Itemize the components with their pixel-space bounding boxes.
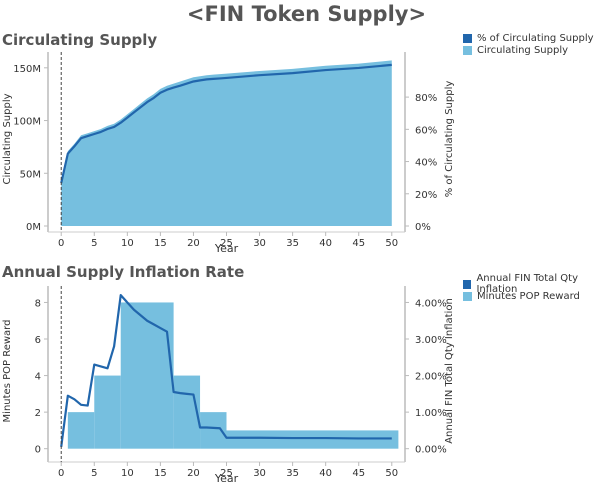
legend-inflation: Annual FIN Total Qty Inflation Minutes P…: [463, 273, 613, 302]
y-right-tick-label: 3.00%: [415, 335, 447, 346]
x-tick-label: 5: [91, 468, 97, 479]
y-axis-label: Circulating Supply: [2, 93, 13, 184]
x-tick-label: 10: [121, 238, 134, 249]
x-tick-label: 10: [121, 468, 134, 479]
legend-circulating: % of Circulating Supply Circulating Supp…: [463, 32, 594, 56]
circulating-supply-title: Circulating Supply: [2, 31, 158, 49]
legend-label: Minutes POP Reward: [477, 290, 580, 302]
y-axis-right-label: % of Circulating Supply: [444, 81, 455, 198]
y-tick-label: 6: [35, 335, 41, 346]
x-tick-label: 20: [187, 468, 200, 479]
y-right-tick-label: 60%: [415, 125, 437, 136]
bar: [173, 375, 201, 449]
x-tick-label: 35: [286, 238, 299, 249]
x-tick-label: 35: [286, 468, 299, 479]
y-right-tick-label: 0%: [415, 222, 431, 233]
x-tick-label: 45: [352, 468, 365, 479]
inflation-rate-title: Annual Supply Inflation Rate: [2, 263, 245, 281]
y-axis-label: Minutes POP Reward: [2, 320, 13, 423]
x-tick-label: 30: [253, 238, 266, 249]
y-right-tick-label: 40%: [415, 158, 437, 169]
bar: [226, 430, 399, 449]
y-right-tick-label: 2.00%: [415, 372, 447, 383]
y-tick-label: 0M: [26, 222, 41, 233]
y-tick-label: 0: [35, 445, 41, 456]
x-tick-label: 45: [352, 238, 365, 249]
x-tick-label: 5: [91, 238, 97, 249]
legend-label: Annual FIN Total Qty Inflation: [476, 273, 578, 295]
y-tick-label: 50M: [20, 169, 41, 180]
x-tick-label: 25: [220, 468, 233, 479]
y-tick-label: 8: [35, 298, 41, 309]
x-tick-label: 0: [58, 238, 64, 249]
legend-label: Circulating Supply: [477, 44, 569, 56]
bar: [120, 302, 174, 449]
bar: [67, 412, 95, 449]
legend-item: % of Circulating Supply: [463, 32, 594, 44]
series-line: [60, 294, 392, 448]
y-right-tick-label: 0.00%: [415, 445, 447, 456]
y-tick-label: 4: [35, 372, 41, 383]
x-tick-label: 40: [319, 468, 332, 479]
x-tick-label: 50: [385, 238, 398, 249]
x-tick-label: 30: [253, 468, 266, 479]
legend-item: Circulating Supply: [463, 44, 594, 56]
y-tick-label: 100M: [13, 117, 41, 128]
series-area: [61, 60, 392, 226]
x-axis-label: Year: [214, 242, 239, 255]
series-line: [60, 63, 392, 184]
y-axis-right-label: Annual FIN Total Qty Inflation: [444, 298, 455, 444]
legend-swatch: [463, 33, 472, 43]
x-tick-label: 25: [220, 238, 233, 249]
y-tick-label: 150M: [13, 64, 41, 75]
x-tick-label: 20: [187, 238, 200, 249]
x-axis-label: Year: [214, 472, 239, 485]
y-tick-label: 2: [35, 408, 41, 419]
legend-swatch: [463, 291, 472, 301]
y-right-tick-label: 80%: [415, 93, 437, 104]
bar: [94, 375, 121, 449]
y-right-tick-label: 1.00%: [415, 408, 447, 419]
y-right-tick-label: 4.00%: [415, 298, 447, 309]
x-tick-label: 15: [154, 468, 167, 479]
legend-item: Annual FIN Total Qty Inflation: [463, 273, 613, 295]
legend-item: Minutes POP Reward: [463, 290, 613, 302]
page-title: <FIN Token Supply>: [186, 2, 427, 26]
x-tick-label: 40: [319, 238, 332, 249]
legend-swatch: [463, 45, 472, 55]
legend-label: % of Circulating Supply: [477, 32, 594, 44]
x-tick-label: 0: [58, 468, 64, 479]
legend-swatch: [463, 279, 472, 289]
x-tick-label: 15: [154, 238, 167, 249]
y-right-tick-label: 20%: [415, 190, 437, 201]
x-tick-label: 50: [385, 468, 398, 479]
